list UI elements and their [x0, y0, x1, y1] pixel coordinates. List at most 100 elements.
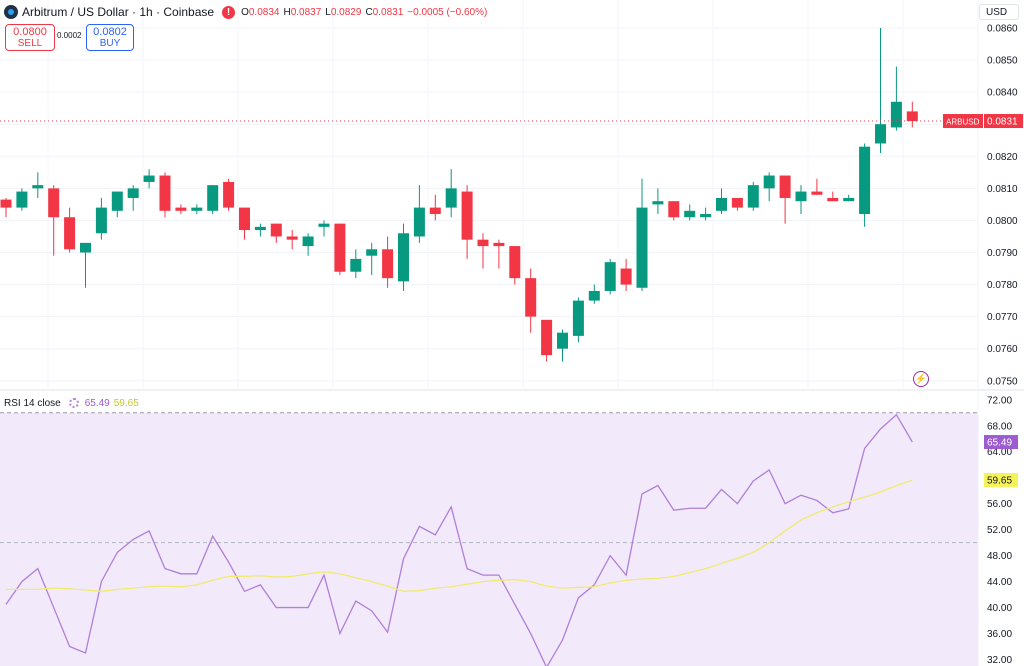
price-tick-label: 0.0760 [987, 344, 1018, 355]
candle-body [668, 201, 680, 218]
change-value: −0.0005 (−0.60%) [407, 6, 488, 18]
candle-body [0, 199, 12, 208]
settings-dots-icon[interactable] [68, 398, 79, 408]
rsi-tick-label: 72.00 [987, 395, 1012, 406]
symbol-title: Arbitrum / US Dollar · 1h · Coinbase [22, 5, 215, 19]
rsi-tick-label: 40.00 [987, 603, 1012, 614]
candle-body [64, 217, 76, 250]
rsi-band [0, 412, 978, 666]
candle-body [239, 207, 250, 231]
candle-body [127, 188, 139, 198]
candle-body [572, 300, 584, 336]
candle-body [111, 191, 123, 211]
rsi-header[interactable]: RSI 14 close 65.49 59.65 [4, 396, 139, 410]
candle-body [95, 207, 107, 234]
rsi-value-tag [984, 435, 1018, 450]
high-value: 0.0837 [290, 6, 322, 18]
exclamation-icon[interactable]: ! [222, 5, 236, 19]
low-label: L [325, 6, 331, 18]
candle-body [16, 191, 28, 208]
candle-body [557, 332, 568, 349]
candle-body [811, 191, 823, 195]
price-tick-label: 0.0850 [987, 56, 1018, 67]
rsi-tick-label: 48.00 [987, 551, 1012, 562]
price-tick-label: 0.0800 [987, 216, 1018, 227]
close-label: C [365, 6, 373, 18]
price-tick-label: 0.0790 [987, 248, 1018, 259]
spread-value: 0.0002 [57, 31, 82, 40]
currency-selector[interactable]: USD [979, 4, 1019, 20]
candle-body [477, 239, 489, 247]
candle-body [318, 223, 330, 227]
candle-body [48, 188, 60, 218]
low-value: 0.0829 [330, 6, 362, 18]
candle-body [525, 278, 537, 317]
candle-body [875, 124, 886, 144]
lightning-icon[interactable]: ⚡ [913, 371, 929, 387]
rsi-tick-label: 68.00 [987, 421, 1012, 432]
candle-body [350, 258, 362, 272]
rsi-tick-label: 56.00 [987, 499, 1012, 510]
rsi-header-value: 65.49 [84, 397, 110, 409]
open-value: 0.0834 [248, 6, 280, 18]
symbol-header[interactable]: Arbitrum / US Dollar · 1h · Coinbase ! O… [4, 4, 487, 20]
candle-body [906, 111, 918, 122]
rsi-tick-label: 64.00 [987, 447, 1012, 458]
price-tick-label: 0.0750 [987, 376, 1018, 387]
candle-body [620, 268, 632, 285]
candle-body [143, 175, 155, 182]
candle-body [843, 197, 855, 202]
sell-label: SELL [17, 37, 43, 49]
candle-body [366, 249, 378, 256]
candle-body [429, 207, 441, 215]
candle-body [382, 249, 394, 279]
candle-body [286, 236, 298, 240]
price-tick-label: 0.0780 [987, 280, 1018, 291]
last-price-label: 0.0831 [987, 117, 1018, 128]
rsi-ma-value-label: 59.65 [987, 475, 1012, 486]
candle-body [716, 197, 727, 211]
candle-body [398, 233, 409, 282]
open-label: O [241, 6, 249, 18]
candle-body [223, 181, 235, 208]
candle-body [302, 236, 314, 247]
rsi-ma-value-tag [984, 472, 1018, 487]
candle-body [270, 223, 282, 237]
price-tick-label: 0.0820 [987, 152, 1018, 163]
candle-body [493, 242, 505, 247]
candle-body [191, 207, 203, 211]
candle-body [604, 262, 616, 291]
sell-price: 0.0800 [13, 25, 47, 38]
candle-body [254, 226, 266, 231]
price-tick-label: 0.0770 [987, 312, 1018, 323]
candle-body [32, 185, 44, 189]
candle-body [541, 319, 553, 356]
candle-body [80, 242, 91, 253]
rsi-label: RSI 14 close [4, 397, 61, 409]
candle-body [175, 207, 187, 211]
candle-body [827, 197, 839, 202]
close-value: 0.0831 [372, 6, 404, 18]
candle-body [334, 223, 346, 272]
rsi-value-label: 65.49 [987, 438, 1012, 449]
candle-body [636, 207, 648, 288]
candle-body [731, 197, 743, 208]
candle-body [461, 191, 473, 240]
candle-body [763, 175, 775, 189]
candle-body [859, 146, 871, 215]
candle-body [684, 210, 696, 218]
buy-label: BUY [99, 37, 121, 49]
candle-body [652, 201, 664, 205]
rsi-tick-label: 32.00 [987, 655, 1012, 666]
price-tick-label: 0.0840 [987, 88, 1018, 99]
candle-body [747, 185, 759, 208]
sell-button[interactable]: 0.0800 SELL [5, 24, 55, 51]
candle-body [700, 214, 712, 218]
last-price-tag [984, 114, 1023, 129]
symbol-price-tag [943, 114, 983, 129]
candle-body [159, 175, 171, 211]
rsi-tick-label: 36.00 [987, 629, 1012, 640]
buy-button[interactable]: 0.0802 BUY [86, 24, 134, 51]
candle-body [779, 175, 791, 198]
